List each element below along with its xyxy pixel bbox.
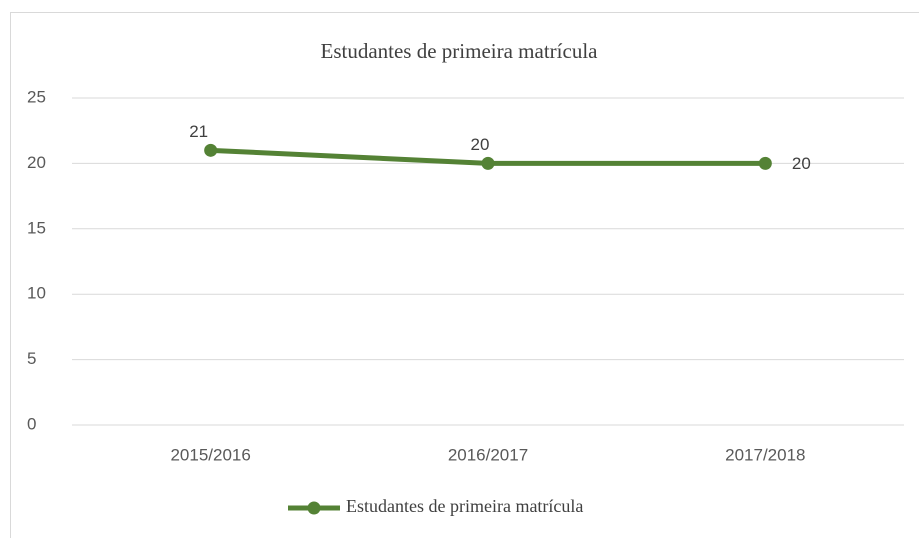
data-label: 21 (189, 122, 208, 141)
y-tick-label: 0 (27, 414, 36, 433)
point-marker (758, 156, 772, 170)
y-tick-label: 25 (27, 87, 46, 106)
legend-label: Estudantes de primeira matrícula (346, 496, 583, 516)
y-tick-label: 15 (27, 218, 46, 237)
chart-frame (10, 12, 919, 538)
x-tick-label: 2015/2016 (170, 445, 250, 464)
x-tick-label: 2017/2018 (725, 445, 805, 464)
point-marker (204, 143, 218, 157)
chart-title: Estudantes de primeira matrícula (321, 39, 599, 63)
y-tick-label: 20 (27, 153, 46, 172)
y-tick-label: 5 (27, 349, 36, 368)
legend-marker (307, 501, 321, 515)
data-label: 20 (471, 135, 490, 154)
data-label: 20 (792, 154, 811, 173)
y-tick-label: 10 (27, 284, 46, 303)
point-marker (481, 156, 495, 170)
x-tick-label: 2016/2017 (448, 445, 528, 464)
